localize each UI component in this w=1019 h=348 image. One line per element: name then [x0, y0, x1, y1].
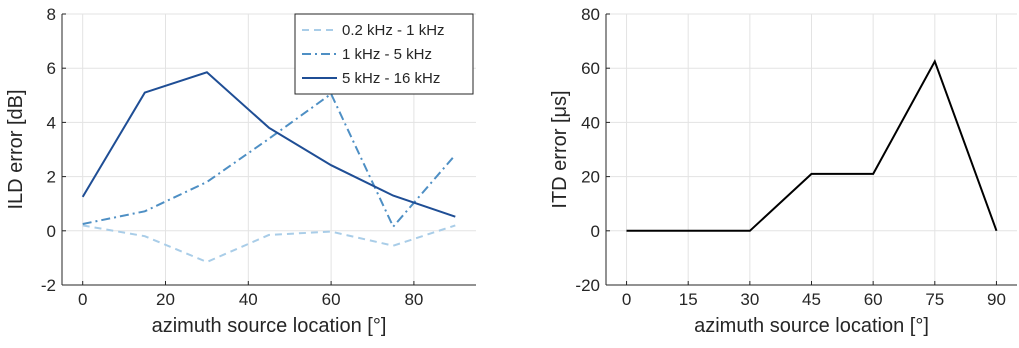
y-tick-label: -20: [575, 276, 600, 295]
x-tick-label: 90: [987, 290, 1006, 309]
y-tick-label: 2: [47, 168, 56, 187]
x-tick-label: 60: [322, 290, 341, 309]
series-line-2: [81, 71, 456, 218]
ild-error-chart: 0 20 40 60 80 -2 0 2 4 6 8 azimuth source location …: [5, 5, 476, 337]
y-tick-label: 20: [581, 168, 600, 187]
y-tick-label: 0: [47, 222, 56, 241]
x-tick-label: 0: [78, 290, 87, 309]
x-tick-label: 45: [802, 290, 821, 309]
x-tick-label: 40: [239, 290, 258, 309]
x-tick-label: 0: [622, 290, 631, 309]
series-line-1: [82, 92, 457, 229]
legend-label-0: 0.2 kHz - 1 kHz: [342, 22, 445, 39]
y-tick-label: 0: [591, 222, 600, 241]
y-axis-label: ITD error [μs]: [549, 90, 571, 208]
x-tick-label: 30: [740, 290, 759, 309]
x-tick-label: 20: [156, 290, 175, 309]
y-tick-label: 8: [47, 5, 56, 24]
series-line-0: [626, 58, 998, 232]
itd-error-chart: 0 15 30 45 60 75 90 -20 0 20 40 60 80 azimuth source …: [549, 5, 1017, 337]
x-axis-label: azimuth source location [°]: [694, 315, 929, 337]
x-tick-label: 60: [864, 290, 883, 309]
x-tick-label: 15: [679, 290, 698, 309]
x-tick-label: 80: [404, 290, 423, 309]
y-tick-label: 6: [47, 59, 56, 78]
series-line-0: [82, 224, 456, 264]
legend-label-1: 1 kHz - 5 kHz: [342, 46, 432, 63]
y-tick-label: 40: [581, 113, 600, 132]
legend-label-2: 5 kHz - 16 kHz: [342, 70, 440, 87]
y-tick-label: 60: [581, 59, 600, 78]
y-tick-label: 4: [47, 113, 56, 132]
x-axis-label: azimuth source location [°]: [152, 315, 387, 337]
x-tick-label: 75: [925, 290, 944, 309]
y-tick-label: 80: [581, 5, 600, 24]
y-tick-label: -2: [41, 276, 56, 295]
legend: 0.2 kHz - 1 kHz 1 kHz - 5 kHz 5 kHz - 16 k…: [294, 13, 474, 95]
y-axis-label: ILD error [dB]: [5, 89, 27, 209]
